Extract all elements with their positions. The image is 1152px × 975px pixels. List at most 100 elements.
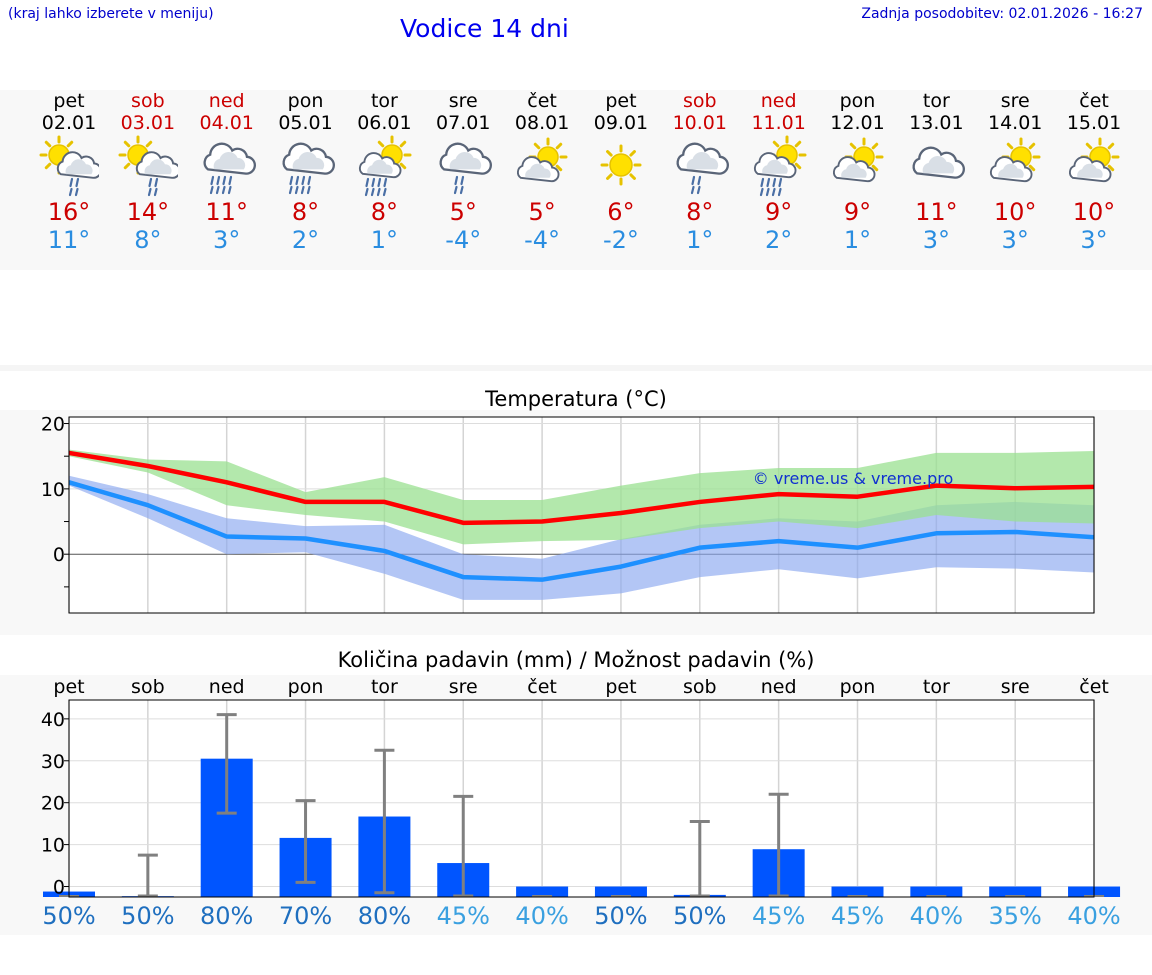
last-updated: Zadnja posodobitev: 02.01.2026 - 16:27 [861,6,1143,22]
precipitation-bar [516,886,569,897]
min-temperature-range-band [69,475,1095,600]
day-name: sre [448,90,478,112]
category-label: pon [288,676,324,698]
max-temperature: 9° [843,198,872,226]
day-date: 15.01 [1066,112,1122,134]
day-column: pon 05.01 8° 2° [266,90,346,254]
sun-cloud-icon [975,134,1055,198]
plot-frame [68,699,1095,898]
day-column: pon 12.01 9° 1° [818,90,898,254]
temperature-chart-title: Temperatura (°C) [485,387,667,411]
max-temperature-range-band [69,449,1095,545]
sun-cloud-icon [1054,134,1134,198]
day-date: 08.01 [514,112,570,134]
day-date: 06.01 [357,112,412,134]
day-name: pet [605,90,637,112]
max-temperature: 10° [993,198,1037,226]
precipitation-probability: 50% [121,902,175,930]
max-temperature: 8° [291,198,320,226]
day-column: pet 09.01 6° -2° [581,90,661,254]
day-name: sob [131,90,165,112]
min-temperature: 11° [47,226,91,254]
day-name: ned [760,90,797,112]
precipitation-bar [594,886,647,897]
day-date: 14.01 [987,112,1043,134]
day-name: ned [208,90,245,112]
plot-frame [68,416,1095,614]
category-label: tor [923,676,950,698]
precipitation-chart-title: Količina padavin (mm) / Možnost padavin … [337,648,815,672]
category-label: čet [527,676,557,698]
max-temperature-line [68,450,1095,526]
precipitation-probability: 80% [200,902,254,930]
precipitation-probability: 40% [515,902,569,930]
sun-rain-icon [739,134,819,198]
cloud-icon [896,134,976,198]
day-date: 09.01 [593,112,649,134]
max-temperature: 5° [449,198,477,226]
precipitation-probability: 40% [1067,902,1121,930]
day-date: 13.01 [909,112,964,134]
day-name: čet [1079,90,1109,112]
min-temperature: 1° [370,226,399,254]
precipitation-probability: 50% [42,902,96,930]
day-column: sre 14.01 10° 3° [975,90,1055,254]
day-date: 02.01 [41,112,97,134]
day-date: 04.01 [199,112,254,134]
min-temperature: 3° [1001,226,1029,254]
max-temperature: 11° [205,198,248,226]
category-label: sob [683,676,717,698]
category-label: čet [1079,676,1109,698]
y-tick-label: 10 [41,835,65,857]
precipitation-bar [910,886,963,897]
cloud-heavy-rain-icon [187,134,267,198]
category-label: pet [53,676,84,698]
max-temperature: 16° [47,198,91,226]
category-label: sre [449,676,478,698]
min-temperature: -4° [445,226,482,254]
day-name: tor [370,90,398,112]
sun-cloud-icon [502,134,582,198]
sun-cloud-icon [818,134,898,198]
category-label: sob [131,676,165,698]
day-date: 05.01 [278,112,333,134]
day-column: čet 08.01 5° -4° [502,90,582,254]
page-title: Vodice 14 dni [400,14,569,43]
category-label: ned [209,676,245,698]
day-date: 11.01 [751,112,806,134]
min-temperature: 8° [134,226,162,254]
sun-rain-icon [344,134,424,198]
precipitation-probability: 35% [988,902,1042,930]
day-column: pet 02.01 16° 11° [29,90,109,254]
precipitation-probability: 50% [673,902,727,930]
temperature-chart: 0 10 20 © vreme.us & vreme.pro [41,414,1095,614]
category-label: ned [761,676,797,698]
cloud-rain-icon [660,134,740,198]
day-column: sob 10.01 8° 1° [660,90,740,254]
precipitation-probability: 70% [278,902,333,930]
category-label: pet [605,676,636,698]
min-temperature: 2° [765,226,793,254]
y-tick-label: 0 [53,877,65,899]
precipitation-probability: 80% [357,902,412,930]
max-temperature: 9° [765,198,793,226]
y-tick-label: 30 [41,751,65,773]
day-name: pet [53,90,85,112]
min-temperature: -4° [524,226,561,254]
max-temperature: 8° [686,198,714,226]
y-tick-label: 40 [41,709,65,731]
max-temperature: 8° [370,198,399,226]
section-divider [0,365,1152,371]
day-column: tor 13.01 11° 3° [896,90,976,254]
day-name: čet [527,90,557,112]
max-temperature: 6° [607,198,635,226]
max-temperature: 11° [915,198,958,226]
sun-icon [581,134,661,198]
y-tick-label: 20 [41,793,65,815]
day-column: sob 03.01 14° 8° [108,90,188,254]
day-name: tor [922,90,950,112]
day-name: pon [287,90,324,112]
precipitation-chart: pet sob ned pon tor sre čet pet sob ned pon tor sre č… [41,676,1121,899]
days-panel [0,90,1152,270]
min-temperature: 1° [843,226,872,254]
